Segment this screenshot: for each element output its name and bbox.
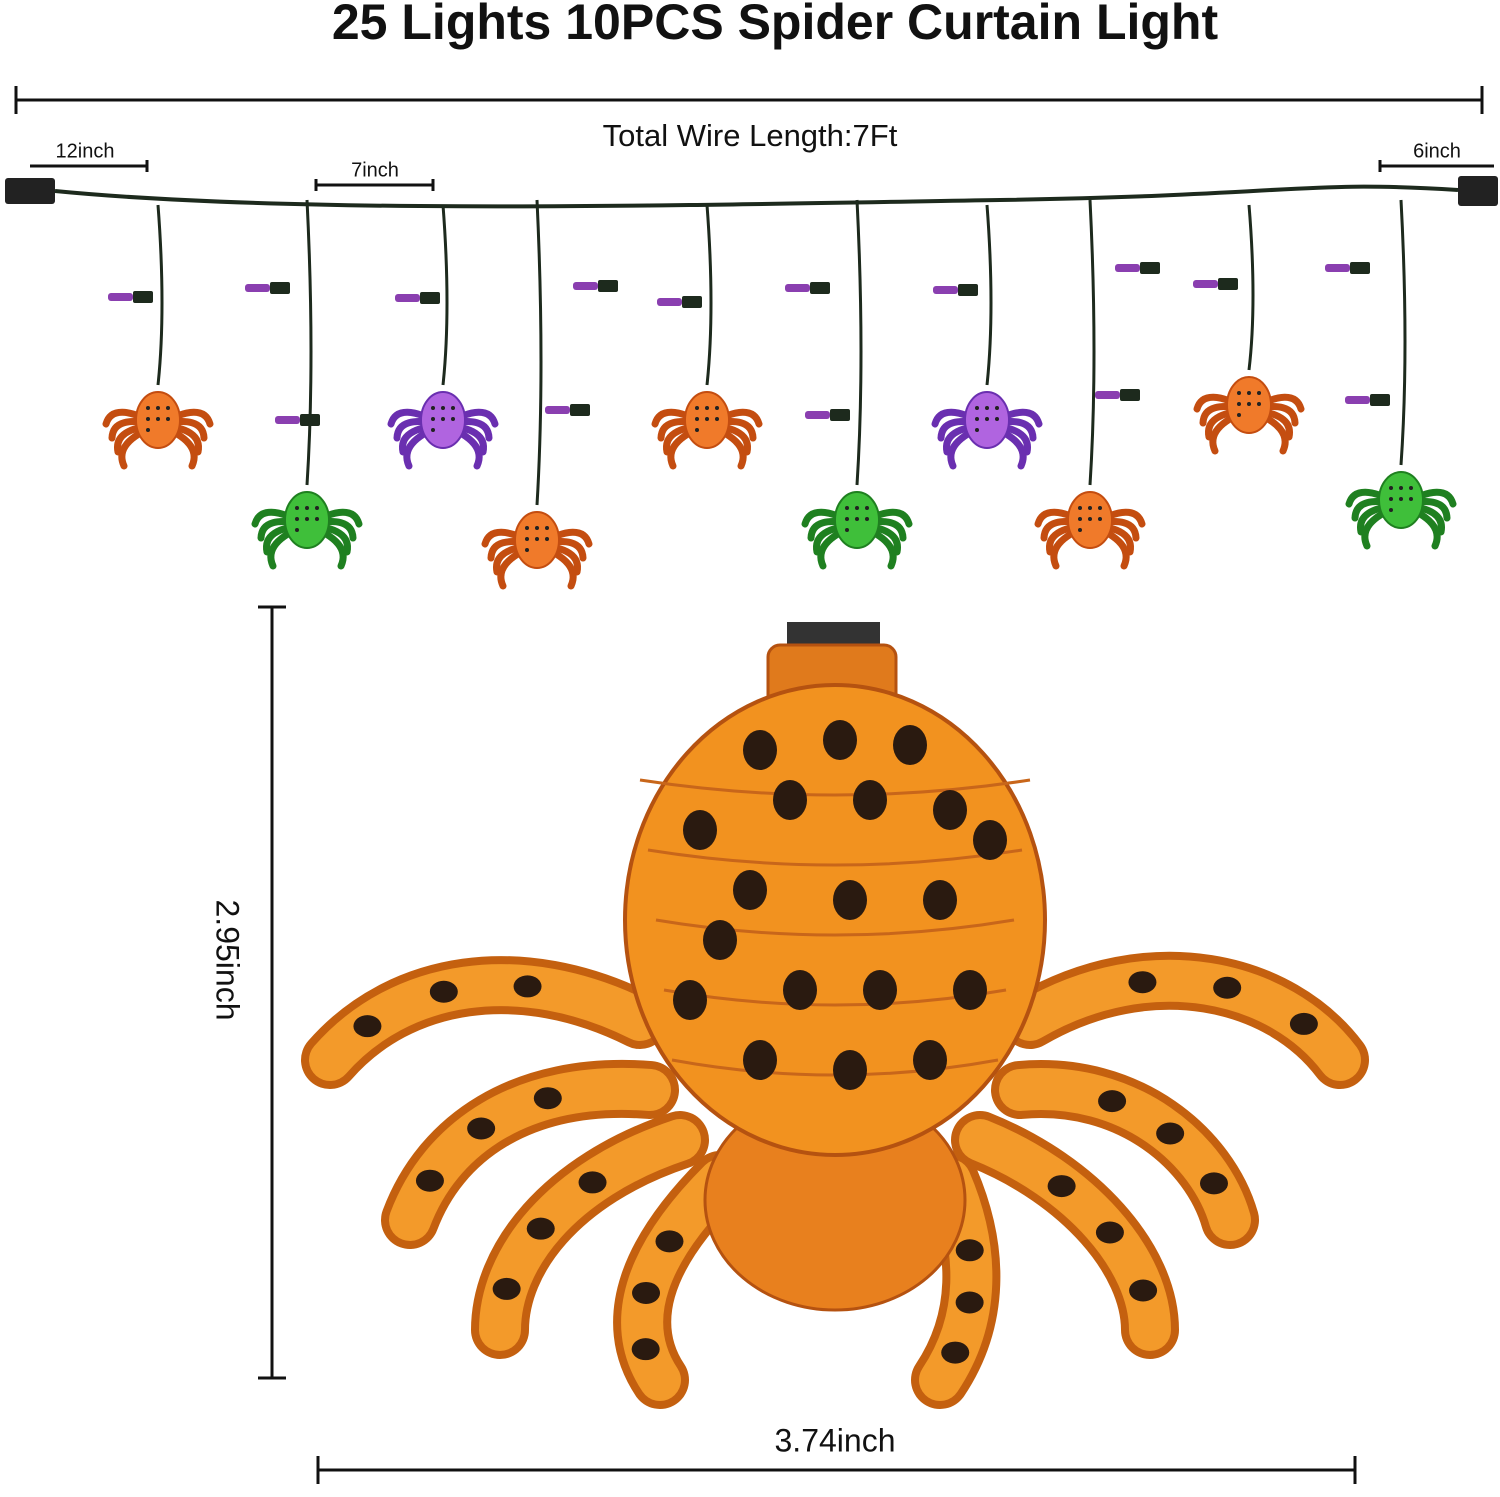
spot xyxy=(953,970,987,1010)
mini-bulb xyxy=(108,291,153,303)
mini-bulb xyxy=(573,280,618,292)
spot xyxy=(743,1040,777,1080)
spot xyxy=(703,920,737,960)
mini-spider xyxy=(931,204,1043,470)
mini-bulb xyxy=(245,282,290,294)
left-lead-dimension xyxy=(30,160,149,172)
wire-length-dimension xyxy=(14,86,1484,114)
spot xyxy=(733,870,767,910)
mini-spider xyxy=(1345,199,1457,550)
mini-spider xyxy=(387,204,499,470)
spot xyxy=(683,810,717,850)
mini-bulb xyxy=(657,296,702,308)
spider-closeup xyxy=(301,622,1369,1409)
spot xyxy=(783,970,817,1010)
spot xyxy=(823,720,857,760)
spot xyxy=(913,1040,947,1080)
mini-spider xyxy=(801,199,913,570)
title: 25 Lights 10PCS Spider Curtain Light xyxy=(332,0,1219,50)
mini-spider xyxy=(651,204,763,470)
mini-spider xyxy=(481,199,593,590)
height-dimension xyxy=(258,605,286,1380)
mini-bulb xyxy=(1095,389,1140,401)
mini-bulb xyxy=(275,414,320,426)
width-dimension xyxy=(316,1456,1357,1484)
spot xyxy=(863,970,897,1010)
mini-bulb xyxy=(933,284,978,296)
mini-bulb xyxy=(785,282,830,294)
spacing-dimension xyxy=(314,179,435,191)
spot xyxy=(923,880,957,920)
total-wire-length: Total Wire Length:7Ft xyxy=(603,118,898,153)
mini-bulb xyxy=(1193,278,1238,290)
spot xyxy=(833,880,867,920)
mini-spider xyxy=(102,204,214,470)
height-label: 2.95inch xyxy=(210,900,246,1021)
spot xyxy=(933,790,967,830)
spot xyxy=(673,980,707,1020)
mini-spider xyxy=(1034,199,1146,570)
mini-bulb xyxy=(1345,394,1390,406)
mini-bulb xyxy=(545,404,590,416)
spot xyxy=(973,820,1007,860)
mini-bulb xyxy=(805,409,850,421)
mini-spider xyxy=(251,199,363,570)
spot xyxy=(893,725,927,765)
right-lead-label: 6inch xyxy=(1413,140,1461,162)
right-lead-dimension xyxy=(1378,160,1494,172)
left-lead-label: 12inch xyxy=(56,140,115,162)
mini-bulb xyxy=(1325,262,1370,274)
spot xyxy=(773,780,807,820)
spot xyxy=(853,780,887,820)
width-label: 3.74inch xyxy=(775,1422,896,1458)
mini-bulb xyxy=(395,292,440,304)
light-string xyxy=(5,176,1498,590)
mini-bulb xyxy=(1115,262,1160,274)
mini-spider xyxy=(1193,204,1305,455)
spot xyxy=(833,1050,867,1090)
spot xyxy=(743,730,777,770)
spacing-label: 7inch xyxy=(351,159,399,181)
